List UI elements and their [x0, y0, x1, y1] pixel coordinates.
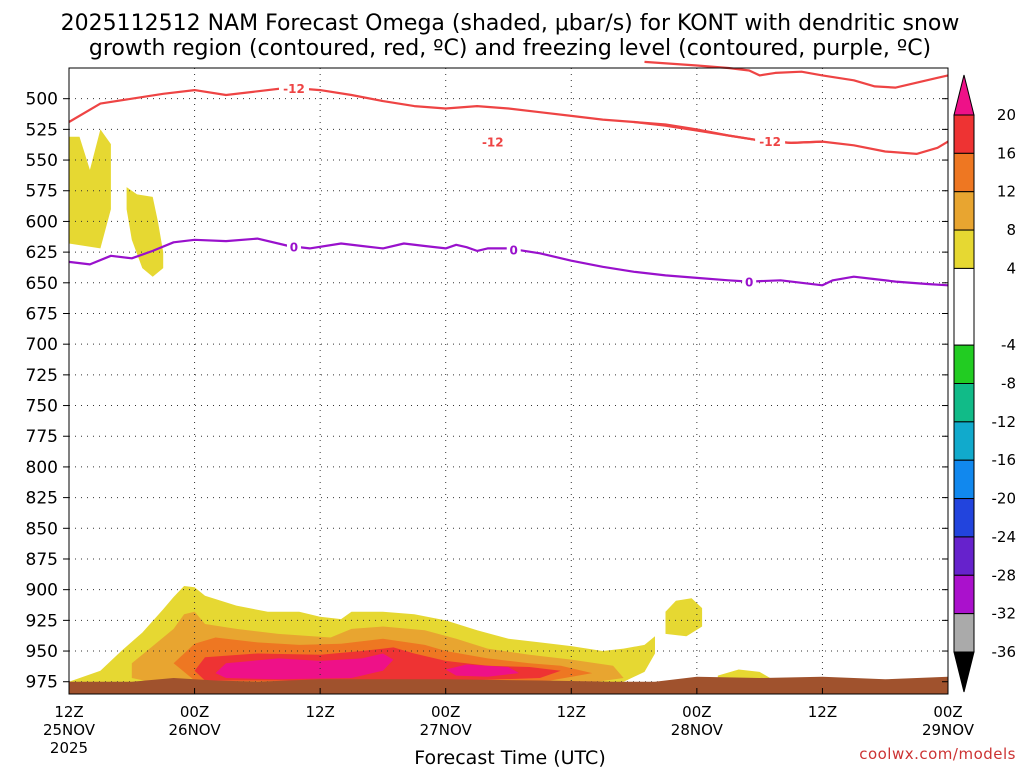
- colorbar-label-4: 4: [1006, 259, 1016, 277]
- y-tick-label-775: 775: [26, 427, 58, 447]
- colorbar-label--12: -12: [992, 413, 1017, 431]
- freezing-level-0-label-bg-2: [742, 273, 757, 289]
- y-tick-label-575: 575: [26, 182, 58, 202]
- colorbar-over-arrow: [953, 74, 975, 116]
- x-tick-label-0-2: 2025: [50, 739, 88, 757]
- colorbar-label-20: 20: [997, 106, 1016, 124]
- colorbar-band-12-16: [953, 152, 975, 193]
- colorbar-band-4-8: [953, 229, 975, 269]
- grid-layer: [69, 68, 948, 694]
- x-tick-label-84-0: 00Z: [933, 703, 962, 721]
- colorbar-band-16-20: [953, 114, 975, 154]
- y-tick-label-625: 625: [26, 243, 58, 263]
- y-tick-label-550: 550: [26, 151, 58, 171]
- y-tick-label-950: 950: [26, 642, 58, 662]
- colorbar-label-16: 16: [997, 144, 1016, 162]
- colorbar-band--4-4: [953, 267, 975, 346]
- dgz-top-minus-12-label-0: -12: [283, 82, 305, 96]
- x-tick-label-24-0: 12Z: [305, 703, 334, 721]
- omega-yellow-upper-1: [69, 129, 111, 249]
- colorbar-band--36--32: [953, 613, 975, 653]
- dgz-top-minus-12-contour: [68, 86, 823, 144]
- omega-magenta-20: [215, 653, 394, 680]
- x-tick-label-36-1: 27NOV: [420, 721, 473, 739]
- colorbar-label--24: -24: [992, 528, 1017, 546]
- colorbar-band--16--12: [953, 421, 975, 461]
- dgz-bottom-minus-12-label-bg-1: [755, 133, 786, 149]
- colorbar-band--32--28: [953, 574, 975, 615]
- colorbar-band--24--20: [953, 498, 975, 538]
- colorbar-under-arrow: [953, 651, 975, 693]
- omega-magenta-20-1: [445, 664, 519, 677]
- x-tick-label-12-1: 26NOV: [169, 721, 222, 739]
- freezing-level-0-label-bg-1: [506, 241, 521, 257]
- colorbar-label--32: -32: [992, 605, 1017, 623]
- x-tick-label-72-0: 12Z: [808, 703, 837, 721]
- x-tick-label-60-1: 28NOV: [671, 721, 724, 739]
- freezing-level-0-label-0: 0: [290, 241, 298, 255]
- y-tick-label-725: 725: [26, 366, 58, 386]
- omega-green-neg4: [916, 638, 948, 683]
- y-tick-label-500: 500: [26, 90, 58, 110]
- x-tick-label-60-0: 00Z: [682, 703, 711, 721]
- plot-frame: [68, 67, 949, 695]
- contour-layer: -12 -12 -12 0 0 0: [68, 60, 949, 290]
- freezing-level-0-label-1: 0: [510, 243, 518, 257]
- dgz-bottom-minus-12-contour: [633, 120, 949, 155]
- colorbar-label--28: -28: [992, 566, 1017, 584]
- chart-title-line-2: growth region (contoured, red, ºC) and f…: [89, 36, 931, 61]
- colorbar-label--20: -20: [992, 490, 1017, 508]
- x-tick-label-36-0: 00Z: [431, 703, 460, 721]
- y-tick-label-525: 525: [26, 120, 58, 140]
- omega-shading-layer: [69, 129, 948, 691]
- y-tick-label-825: 825: [26, 489, 58, 509]
- y-tick-label-700: 700: [26, 335, 58, 355]
- dgz-bottom-minus-12-label-1: -12: [759, 135, 781, 149]
- y-tick-label-900: 900: [26, 581, 58, 601]
- freezing-level-0-contour: [68, 237, 949, 287]
- x-tick-label-48-0: 12Z: [557, 703, 586, 721]
- credit-text: coolwx.com/models: [859, 745, 1016, 763]
- y-tick-label-850: 850: [26, 519, 58, 539]
- colorbar-label--4: -4: [1001, 336, 1016, 354]
- y-tick-label-875: 875: [26, 550, 58, 570]
- dgz-top-minus-12-label-bg-0: [278, 80, 309, 96]
- y-tick-label-975: 975: [26, 673, 58, 693]
- omega-yellow-blob-28nov: [665, 598, 703, 637]
- surface-layer: [69, 676, 948, 694]
- x-tick-label-12-0: 00Z: [180, 703, 209, 721]
- y-tick-label-650: 650: [26, 274, 58, 294]
- dgz-top-upper-contour: [644, 60, 949, 89]
- colorbar-band--28--24: [953, 536, 975, 576]
- y-tick-label-750: 750: [26, 397, 58, 417]
- chart-title-line-1: 2025112512 NAM Forecast Omega (shaded, μ…: [61, 11, 960, 36]
- colorbar-band--8--4: [953, 344, 975, 384]
- x-tick-label-0-1: 25NOV: [43, 721, 96, 739]
- y-tick-label-675: 675: [26, 304, 58, 324]
- colorbar-band-8-12: [953, 191, 975, 231]
- colorbar-label--16: -16: [992, 451, 1017, 469]
- y-axis: 500 525 550 575 600 625 650 675 700 725 750 775 800 8…: [26, 90, 948, 693]
- terrain-fill: [69, 676, 948, 694]
- y-tick-label-925: 925: [26, 611, 58, 631]
- y-tick-label-800: 800: [26, 458, 58, 478]
- dgz-bottom-minus-12-label-bg-0: [477, 133, 508, 149]
- freezing-level-0-label-bg-0: [286, 238, 301, 254]
- colorbar-label-8: 8: [1006, 221, 1016, 239]
- colorbar-label-12: 12: [997, 183, 1016, 201]
- omega-yellow-upper-2: [126, 187, 164, 277]
- freezing-level-0-label-2: 0: [745, 276, 753, 290]
- x-tick-label-84-1: 29NOV: [922, 721, 975, 739]
- y-tick-label-600: 600: [26, 212, 58, 232]
- colorbar-band--20--16: [953, 459, 975, 500]
- x-axis-label: Forecast Time (UTC): [414, 747, 605, 768]
- x-tick-label-0-0: 12Z: [54, 703, 83, 721]
- colorbar-band--12--8: [953, 383, 975, 423]
- colorbar: 20 16 12 8 4 -4 -8 -12 -16 -20 -24 -28 -32 -36: [953, 74, 1017, 693]
- dgz-bottom-minus-12-label-0: -12: [482, 136, 504, 150]
- colorbar-label--8: -8: [1001, 375, 1016, 393]
- colorbar-label--36: -36: [992, 643, 1017, 661]
